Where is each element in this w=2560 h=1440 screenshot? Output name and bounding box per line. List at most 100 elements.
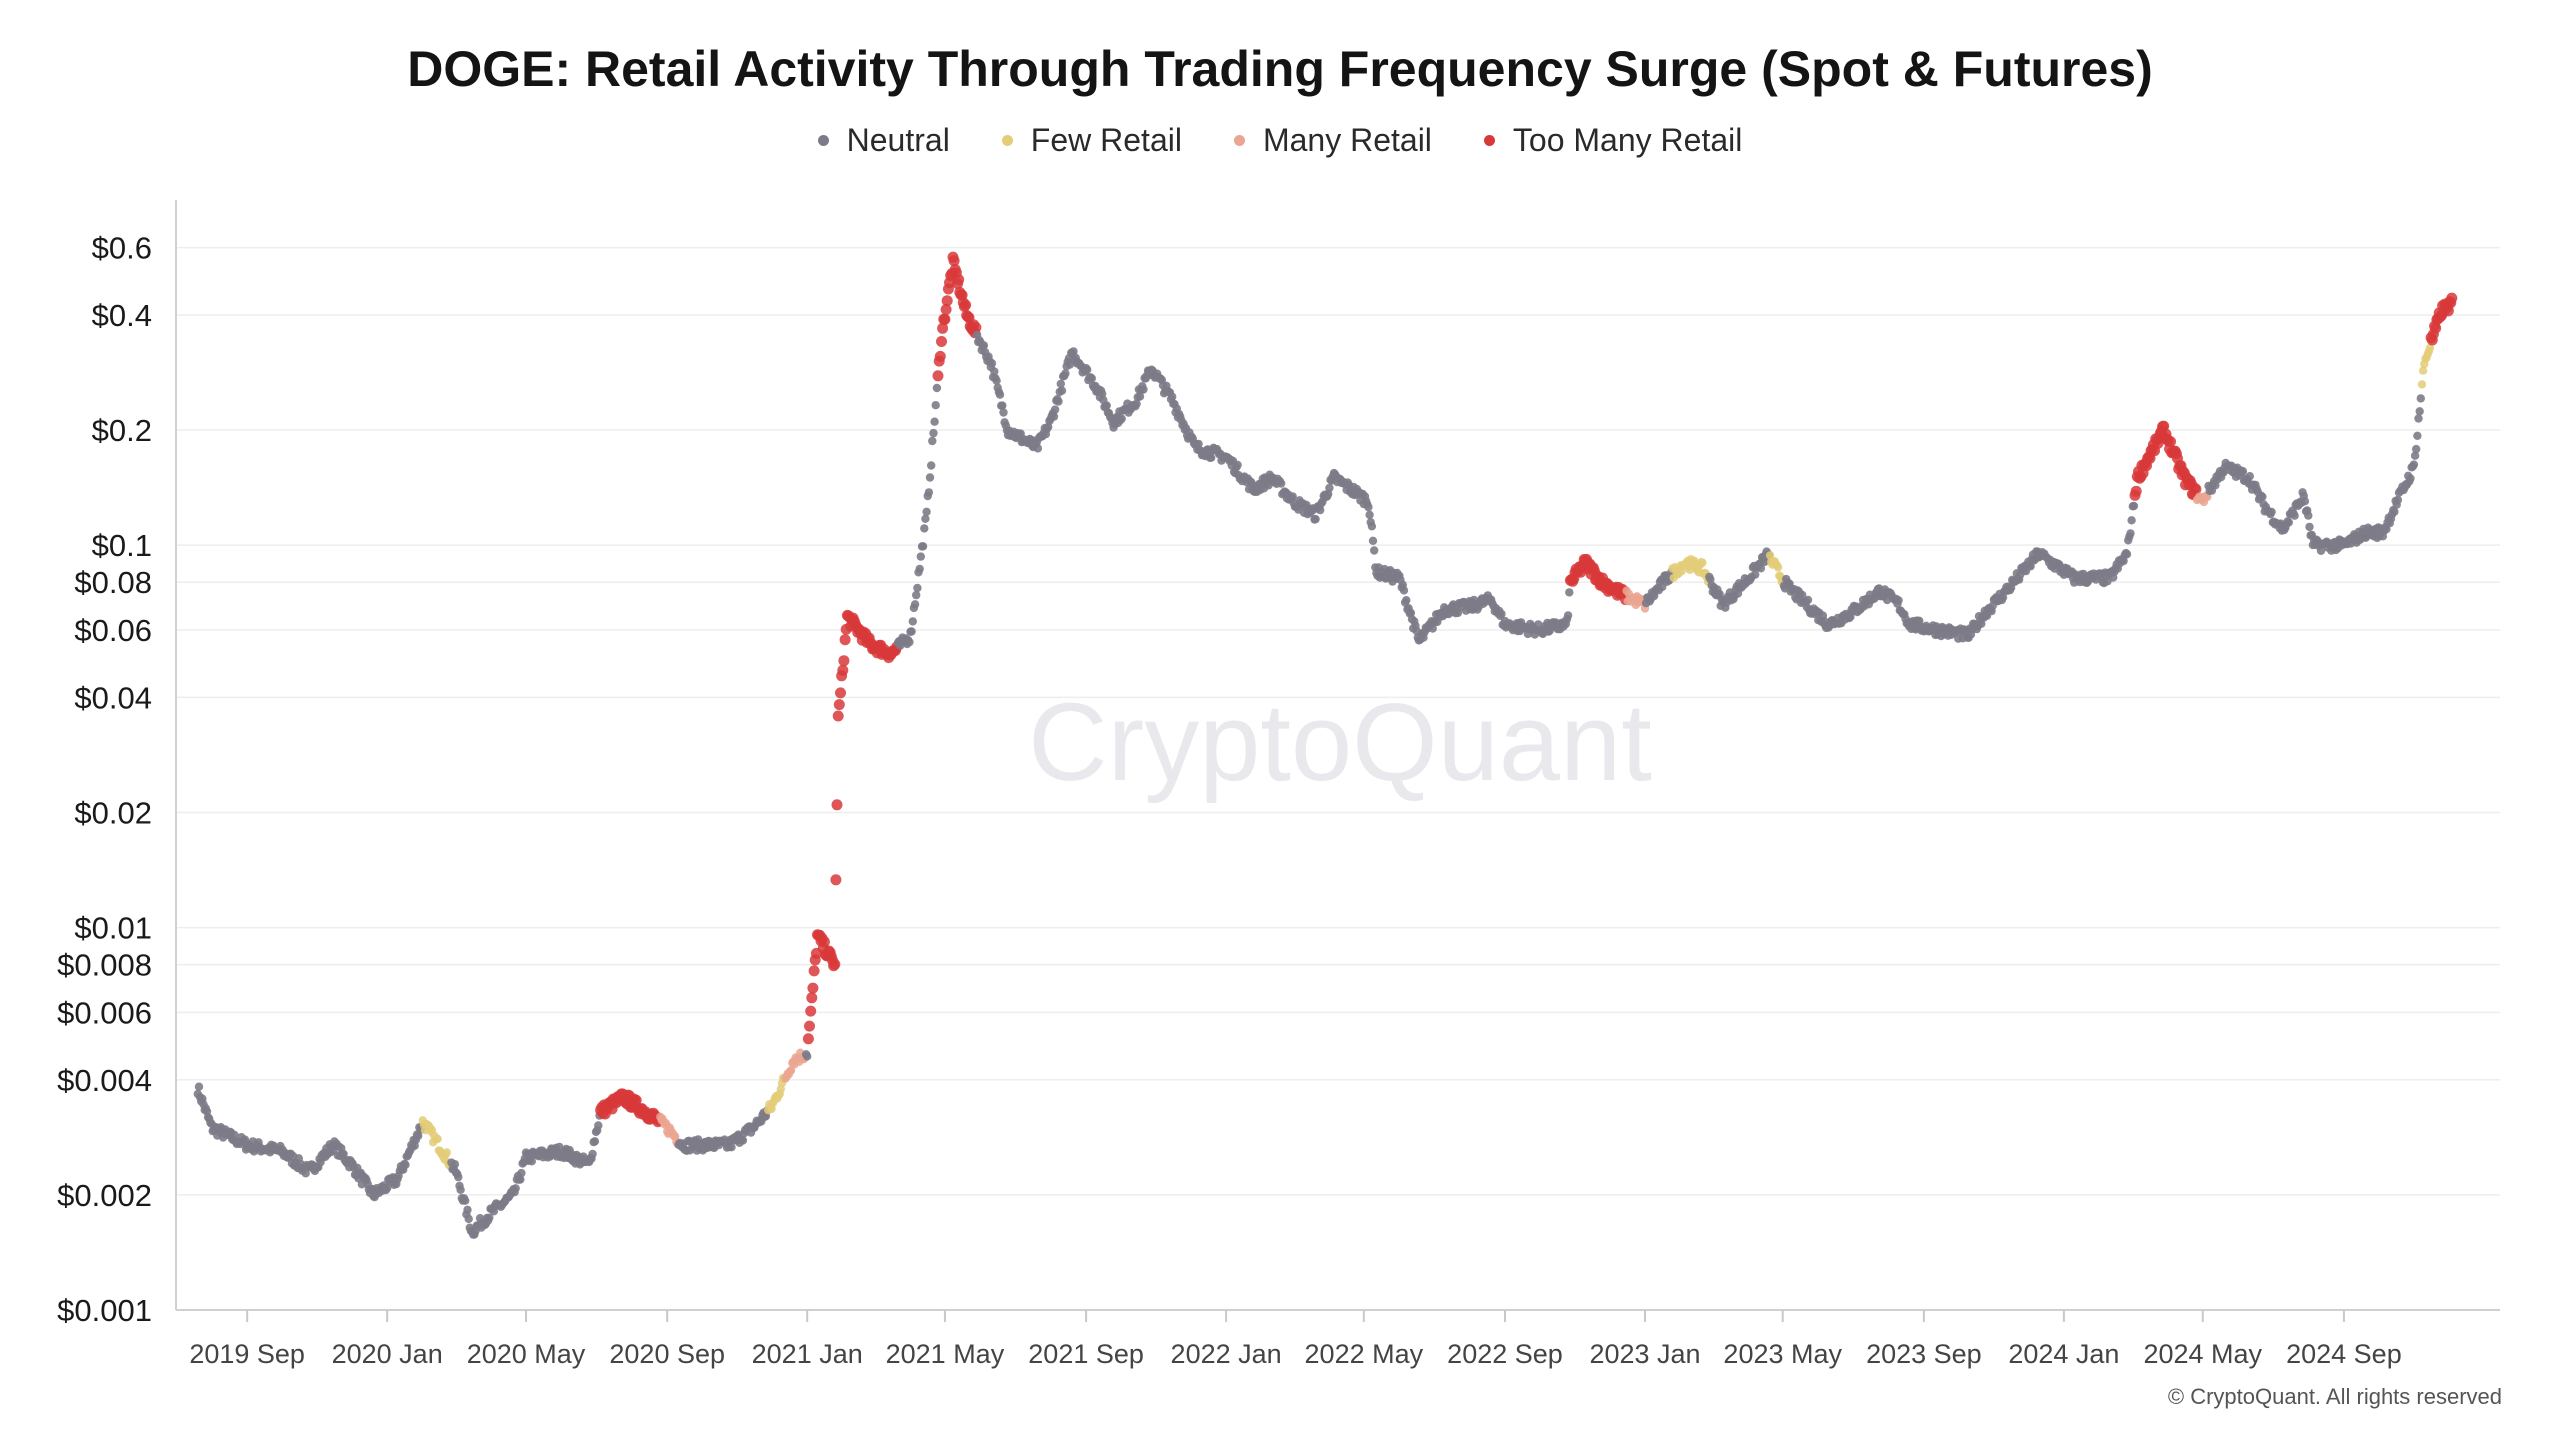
data-point-neutral [1277, 479, 1286, 488]
legend-label-many-retail: Many Retail [1262, 122, 1432, 158]
data-point-neutral [803, 1052, 812, 1061]
data-point-neutral [1402, 596, 1411, 605]
data-point-neutral [2245, 472, 2254, 481]
data-point-neutral [511, 1184, 520, 1193]
data-point-few [1690, 556, 1699, 565]
data-point-neutral [1894, 596, 1903, 605]
data-point-neutral [905, 637, 914, 647]
data-point-neutral [1534, 620, 1543, 629]
data-point-neutral [2316, 546, 2326, 555]
data-point-too-many [835, 687, 846, 699]
data-point-too-many [838, 655, 850, 667]
data-point-neutral [924, 488, 934, 497]
data-point-neutral [1054, 397, 1063, 406]
x-tick-label: 2021 Jan [752, 1339, 863, 1369]
data-point-neutral [450, 1160, 460, 1169]
data-point-few [2418, 366, 2428, 375]
data-point-neutral [2410, 451, 2420, 460]
data-point-neutral [928, 436, 937, 446]
data-point-neutral [932, 383, 942, 393]
data-point-neutral [527, 1157, 536, 1166]
legend-dot-too-many-retail [1483, 135, 1495, 146]
data-point-neutral [1364, 502, 1373, 512]
data-point-too-many [808, 965, 820, 977]
data-point-neutral [588, 1149, 597, 1159]
data-point-neutral [2238, 467, 2248, 476]
data-point-too-many [932, 370, 944, 382]
data-point-too-many [831, 799, 843, 811]
data-point-too-many [2130, 485, 2142, 497]
data-point-neutral [2305, 522, 2314, 532]
legend-item-neutral[interactable]: Neutral [817, 122, 950, 159]
legend-label-too-many-retail: Too Many Retail [1512, 122, 1743, 158]
data-point-neutral [1370, 546, 1379, 555]
data-point-neutral [925, 473, 935, 482]
data-point-too-many [940, 304, 952, 315]
data-point-neutral [401, 1160, 410, 1170]
data-point-neutral [454, 1172, 463, 1182]
legend-item-many-retail[interactable]: Many Retail [1233, 122, 1432, 159]
x-tick-label: 2019 Sep [189, 1339, 305, 1369]
legend-label-few-retail: Few Retail [1030, 122, 1182, 158]
x-tick-label: 2021 Sep [1028, 1339, 1144, 1369]
data-point-neutral [998, 401, 1007, 410]
data-point-neutral [516, 1175, 525, 1184]
data-point-neutral [2416, 394, 2425, 403]
y-tick-label: $0.001 [57, 1293, 152, 1328]
y-tick-label: $0.02 [74, 795, 152, 830]
data-point-too-many [939, 313, 951, 325]
data-point-neutral [1368, 536, 1378, 545]
data-point-too-many [833, 699, 845, 711]
data-point-neutral [2406, 474, 2415, 483]
data-point-neutral [2300, 497, 2310, 506]
data-point-too-many [936, 336, 947, 347]
legend-item-few-retail[interactable]: Few Retail [1001, 122, 1182, 159]
data-point-too-many [818, 936, 830, 948]
y-tick-label: $0.01 [74, 911, 152, 946]
data-point-neutral [918, 542, 928, 551]
data-point-neutral [1132, 399, 1141, 408]
y-tick-label: $0.008 [57, 948, 152, 983]
x-tick-label: 2022 Sep [1447, 1339, 1563, 1369]
data-point-few [2425, 343, 2435, 352]
data-point-neutral [1061, 369, 1070, 378]
data-point-few [433, 1134, 442, 1144]
data-point-neutral [2390, 507, 2399, 516]
data-point-neutral [2129, 501, 2139, 511]
data-point-neutral [2393, 495, 2403, 505]
data-point-too-many [839, 634, 851, 646]
data-point-neutral [1325, 483, 1334, 493]
data-point-too-many [830, 874, 842, 886]
data-point-too-many [2165, 436, 2177, 448]
y-tick-label: $0.04 [74, 680, 152, 715]
data-point-neutral [194, 1082, 204, 1091]
data-point-neutral [1316, 505, 1325, 515]
data-point-too-many [832, 710, 844, 722]
data-point-few [1765, 551, 1775, 560]
data-point-too-many [802, 1033, 814, 1045]
legend-item-too-many-retail[interactable]: Too Many Retail [1483, 122, 1743, 159]
data-point-neutral [2304, 511, 2313, 520]
data-point-too-many [2190, 483, 2202, 495]
data-point-neutral [1168, 392, 1177, 401]
data-point-neutral [738, 1136, 748, 1145]
data-point-neutral [910, 600, 920, 609]
copyright-notice: © CryptoQuant. All rights reserved [2167, 1384, 2502, 1409]
data-point-neutral [995, 390, 1005, 399]
data-point-few [442, 1148, 451, 1157]
data-point-neutral [1057, 386, 1067, 395]
data-point-neutral [921, 514, 930, 523]
data-point-neutral [979, 341, 989, 350]
data-point-neutral [1033, 444, 1043, 453]
data-point-too-many [804, 1020, 815, 1032]
data-point-neutral [990, 367, 999, 376]
data-point-neutral [1288, 492, 1297, 501]
data-point-neutral [930, 417, 939, 426]
data-point-neutral [1102, 401, 1111, 410]
data-point-neutral [594, 1121, 603, 1130]
data-point-neutral [992, 376, 1001, 385]
data-point-neutral [301, 1169, 310, 1178]
x-tick-label: 2020 Sep [609, 1339, 725, 1369]
x-tick-label: 2023 Sep [1866, 1339, 1982, 1369]
